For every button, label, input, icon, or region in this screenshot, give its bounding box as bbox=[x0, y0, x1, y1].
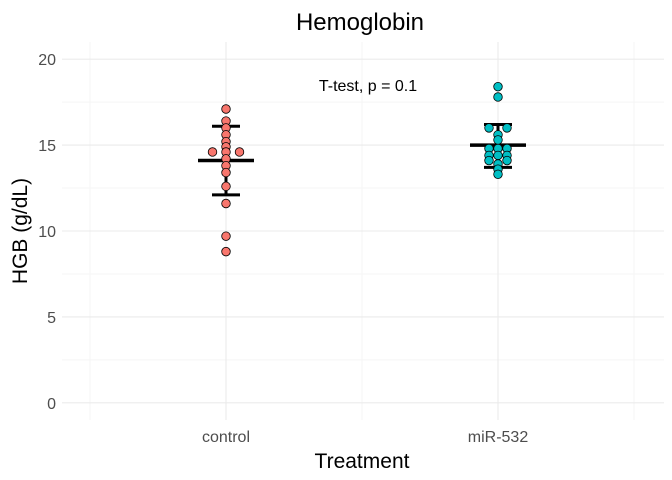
data-point bbox=[221, 104, 231, 114]
data-point bbox=[221, 181, 231, 192]
annotation-text: T-test, p = 0.1 bbox=[319, 78, 417, 95]
chart-title: Hemoglobin bbox=[296, 9, 424, 36]
grid bbox=[62, 42, 664, 420]
data-point bbox=[502, 155, 512, 166]
data-point bbox=[484, 155, 494, 166]
x-axis-label: Treatment bbox=[315, 450, 410, 473]
y-tick-label: 20 bbox=[38, 52, 56, 69]
data-point bbox=[493, 81, 503, 92]
y-tick-label: 5 bbox=[47, 310, 56, 327]
data-point bbox=[493, 135, 503, 145]
data-point bbox=[234, 147, 245, 157]
data-point bbox=[484, 123, 494, 133]
data-point bbox=[221, 231, 231, 241]
axes: 0 5 10 15 20 control miR-532 bbox=[38, 52, 528, 446]
data-point bbox=[493, 92, 503, 102]
y-tick-label: 10 bbox=[38, 224, 56, 241]
x-tick-label: miR-532 bbox=[468, 429, 529, 446]
data-point bbox=[493, 150, 503, 161]
y-tick-label: 15 bbox=[38, 138, 56, 155]
data-point bbox=[207, 147, 218, 157]
data-point bbox=[221, 167, 231, 178]
data-point bbox=[221, 198, 231, 209]
data-point bbox=[221, 246, 231, 257]
data-point bbox=[493, 169, 503, 180]
data-point bbox=[502, 123, 512, 133]
y-axis-label: HGB (g/dL) bbox=[9, 178, 32, 284]
data-points bbox=[207, 81, 512, 257]
x-tick-label: control bbox=[202, 429, 250, 446]
y-tick-label: 0 bbox=[47, 396, 56, 413]
